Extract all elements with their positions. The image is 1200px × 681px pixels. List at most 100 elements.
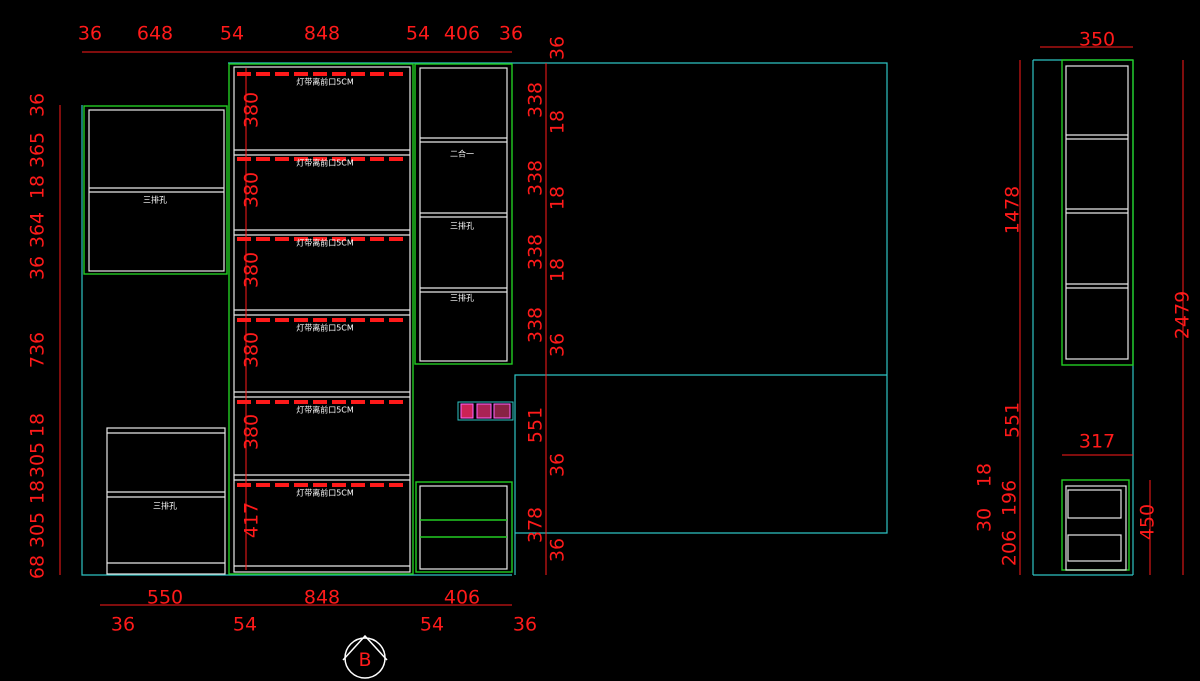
right-dimension: 18 <box>547 258 569 282</box>
shelf-dimension: 380 <box>241 172 263 208</box>
light-strip-segment <box>389 318 403 322</box>
bottom-dimension: 54 <box>420 614 444 636</box>
light-strip-segment <box>389 237 403 241</box>
left-dimension: 18 <box>27 175 49 199</box>
right-dimension: 18 <box>547 110 569 134</box>
view-marker[interactable]: B <box>342 634 388 679</box>
light-strip-segment <box>237 318 251 322</box>
light-strip-segment <box>256 400 270 404</box>
light-strip-label: 灯带离前口5CM <box>296 158 354 168</box>
light-strip-segment <box>332 483 346 487</box>
left-dimension: 18 <box>27 413 49 437</box>
right-dimension: 378 <box>525 507 547 543</box>
side-lower-height-dimension: 450 <box>1137 504 1159 540</box>
light-strip-segment <box>313 157 327 161</box>
light-strip-segment <box>313 72 327 76</box>
light-strip-segment <box>313 400 327 404</box>
left-dimension: 36 <box>27 93 49 117</box>
top-dimension: 54 <box>406 23 430 45</box>
right-dimension: 338 <box>525 160 547 196</box>
right-dimension: 36 <box>547 36 569 60</box>
right-dimension: 36 <box>547 333 569 357</box>
section-marker-circle <box>344 637 386 679</box>
light-strip-label: 灯带离前口5CM <box>296 405 354 415</box>
top-dimension: 848 <box>304 23 340 45</box>
top-dimension: 36 <box>78 23 102 45</box>
bottom-dimension: 36 <box>111 614 135 636</box>
light-strip-segment <box>237 400 251 404</box>
shelf-dimension: 380 <box>241 92 263 128</box>
light-strip-segment <box>389 72 403 76</box>
right-dimension: 338 <box>525 234 547 270</box>
shelf-dimension: 380 <box>241 414 263 450</box>
left-dimension: 736 <box>27 332 49 368</box>
light-strip-segment <box>275 237 289 241</box>
light-strip-segment <box>351 72 365 76</box>
light-strip-segment <box>275 318 289 322</box>
light-strip-segment <box>351 318 365 322</box>
light-strip-segment <box>294 72 308 76</box>
light-strip-segment <box>313 237 327 241</box>
light-strip-segment <box>275 483 289 487</box>
right-dimension: 338 <box>525 307 547 343</box>
light-strip-segment <box>256 157 270 161</box>
side-width-dimension: 350 <box>1079 29 1115 51</box>
light-strip-segment <box>389 157 403 161</box>
side-total-height-dimension: 2479 <box>1172 291 1194 339</box>
bottom-dimension: 550 <box>147 587 183 609</box>
side-lower-width-dimension: 317 <box>1079 431 1115 453</box>
light-strip-segment <box>256 318 270 322</box>
bottom-dimension: 54 <box>233 614 257 636</box>
light-strip-segment <box>370 237 384 241</box>
left-dimension: 18 <box>27 480 49 504</box>
left-dimension: 365 <box>27 132 49 168</box>
combo-label: 二合一 <box>450 149 474 159</box>
light-strip-segment <box>237 72 251 76</box>
bottom-dimension: 848 <box>304 587 340 609</box>
light-strip-segment <box>256 483 270 487</box>
light-strip-segment <box>294 483 308 487</box>
shelf-dimension: 380 <box>241 252 263 288</box>
side-gap-dimension: 551 <box>1002 402 1024 438</box>
light-strip-label: 灯带离前口5CM <box>296 488 354 498</box>
light-strip-segment <box>332 157 346 161</box>
right-dimension: 36 <box>547 538 569 562</box>
light-strip-segment <box>332 237 346 241</box>
light-strip-segment <box>370 400 384 404</box>
cabinet-geometry <box>59 46 1184 606</box>
side-upper-height-dimension: 1478 <box>1002 186 1024 234</box>
light-strip-segment <box>237 483 251 487</box>
light-strip-label: 灯带离前口5CM <box>296 77 354 87</box>
top-dimension: 36 <box>499 23 523 45</box>
left-dimension: 364 <box>27 212 49 248</box>
right-dimension: 36 <box>547 453 569 477</box>
left-dimension: 305 <box>27 512 49 548</box>
light-strip-segment <box>275 157 289 161</box>
light-strip-segment <box>370 157 384 161</box>
left-dimension: 305 <box>27 442 49 478</box>
hole-label: 三排孔 <box>143 195 167 205</box>
section-marker-icon <box>342 634 388 661</box>
light-strip-segment <box>389 400 403 404</box>
top-dimension: 406 <box>444 23 480 45</box>
light-strip-segment <box>351 400 365 404</box>
top-dimension: 648 <box>137 23 173 45</box>
light-strip-label: 灯带离前口5CM <box>296 238 354 248</box>
light-strip-segment <box>332 318 346 322</box>
light-strip-segment <box>294 157 308 161</box>
light-strip-segment <box>370 483 384 487</box>
hole-label: 三排孔 <box>450 221 474 231</box>
bottom-dimension: 406 <box>444 587 480 609</box>
light-strip-segment <box>237 157 251 161</box>
right-dimension: 18 <box>547 186 569 210</box>
section-marker-label: B <box>358 649 371 671</box>
light-strip-segment <box>313 318 327 322</box>
light-strip-segment <box>332 400 346 404</box>
shelf-dimension: 417 <box>241 502 263 538</box>
right-dimension: 338 <box>525 82 547 118</box>
light-strip-segment <box>256 72 270 76</box>
light-strip-segment <box>294 400 308 404</box>
light-strip-segment <box>294 237 308 241</box>
